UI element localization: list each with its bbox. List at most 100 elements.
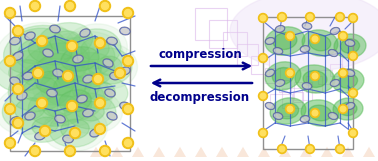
Ellipse shape [42, 95, 77, 117]
Circle shape [260, 130, 266, 136]
Ellipse shape [23, 72, 34, 80]
Polygon shape [258, 147, 270, 157]
Ellipse shape [330, 27, 340, 35]
Bar [294, 82, 312, 100]
Circle shape [285, 104, 294, 114]
Circle shape [349, 14, 358, 23]
Bar [10, 16, 130, 151]
Circle shape [39, 126, 51, 137]
Ellipse shape [54, 115, 65, 123]
Circle shape [285, 32, 294, 41]
Ellipse shape [25, 32, 36, 40]
Ellipse shape [265, 69, 275, 77]
Circle shape [259, 14, 268, 23]
Circle shape [68, 103, 76, 109]
Circle shape [312, 110, 318, 116]
Circle shape [340, 70, 346, 76]
Ellipse shape [85, 81, 115, 101]
Bar [265, 68, 280, 83]
Circle shape [350, 90, 356, 96]
Ellipse shape [21, 110, 69, 142]
Ellipse shape [35, 71, 75, 95]
Circle shape [279, 14, 285, 20]
Ellipse shape [50, 31, 80, 51]
Ellipse shape [9, 37, 20, 45]
Ellipse shape [35, 132, 45, 140]
Circle shape [260, 15, 266, 21]
Ellipse shape [272, 67, 294, 85]
Circle shape [6, 57, 14, 65]
Circle shape [5, 8, 15, 19]
Ellipse shape [98, 56, 122, 76]
Ellipse shape [309, 35, 331, 51]
Ellipse shape [18, 38, 52, 64]
Ellipse shape [345, 102, 355, 110]
Ellipse shape [90, 129, 100, 137]
Ellipse shape [265, 27, 305, 55]
Ellipse shape [334, 34, 366, 58]
Bar [279, 80, 291, 92]
Ellipse shape [9, 60, 41, 82]
Ellipse shape [23, 77, 57, 101]
Circle shape [259, 91, 268, 100]
Circle shape [279, 146, 285, 152]
Ellipse shape [303, 71, 327, 87]
Ellipse shape [77, 95, 87, 103]
Circle shape [102, 147, 108, 155]
Circle shape [259, 53, 268, 62]
Bar [237, 44, 258, 65]
Ellipse shape [302, 82, 312, 90]
Ellipse shape [328, 49, 338, 57]
Circle shape [312, 36, 318, 42]
Circle shape [349, 89, 358, 98]
Circle shape [307, 14, 313, 20]
Ellipse shape [275, 79, 285, 87]
Circle shape [94, 38, 105, 48]
Ellipse shape [302, 30, 338, 56]
Ellipse shape [21, 43, 89, 89]
Ellipse shape [301, 100, 339, 126]
Circle shape [349, 52, 358, 61]
Polygon shape [279, 147, 291, 157]
Ellipse shape [345, 69, 355, 77]
Ellipse shape [265, 62, 301, 90]
Circle shape [122, 104, 133, 114]
Ellipse shape [76, 101, 104, 121]
Circle shape [122, 8, 133, 19]
Circle shape [5, 104, 15, 114]
Ellipse shape [8, 67, 72, 111]
Circle shape [65, 72, 71, 80]
Circle shape [37, 35, 48, 47]
Circle shape [34, 70, 42, 76]
Ellipse shape [38, 76, 112, 127]
Ellipse shape [43, 49, 53, 57]
Ellipse shape [273, 33, 297, 50]
Ellipse shape [33, 61, 107, 111]
Ellipse shape [0, 84, 65, 134]
Bar [282, 88, 302, 108]
Ellipse shape [72, 73, 128, 109]
Circle shape [94, 123, 105, 134]
Ellipse shape [110, 72, 121, 80]
Circle shape [68, 43, 76, 49]
Ellipse shape [273, 112, 283, 120]
Ellipse shape [82, 109, 93, 117]
Circle shape [99, 0, 110, 11]
Ellipse shape [103, 59, 113, 67]
Ellipse shape [330, 79, 340, 87]
Circle shape [29, 146, 40, 156]
Circle shape [310, 71, 319, 80]
Ellipse shape [120, 67, 130, 75]
Ellipse shape [12, 37, 98, 95]
Ellipse shape [338, 74, 358, 88]
Bar [195, 8, 227, 40]
Circle shape [12, 25, 23, 37]
Circle shape [65, 146, 76, 156]
Ellipse shape [10, 25, 90, 77]
Circle shape [122, 56, 133, 66]
Polygon shape [111, 147, 123, 157]
Circle shape [350, 15, 356, 21]
Ellipse shape [59, 90, 91, 112]
Ellipse shape [107, 37, 118, 45]
Circle shape [31, 147, 39, 155]
